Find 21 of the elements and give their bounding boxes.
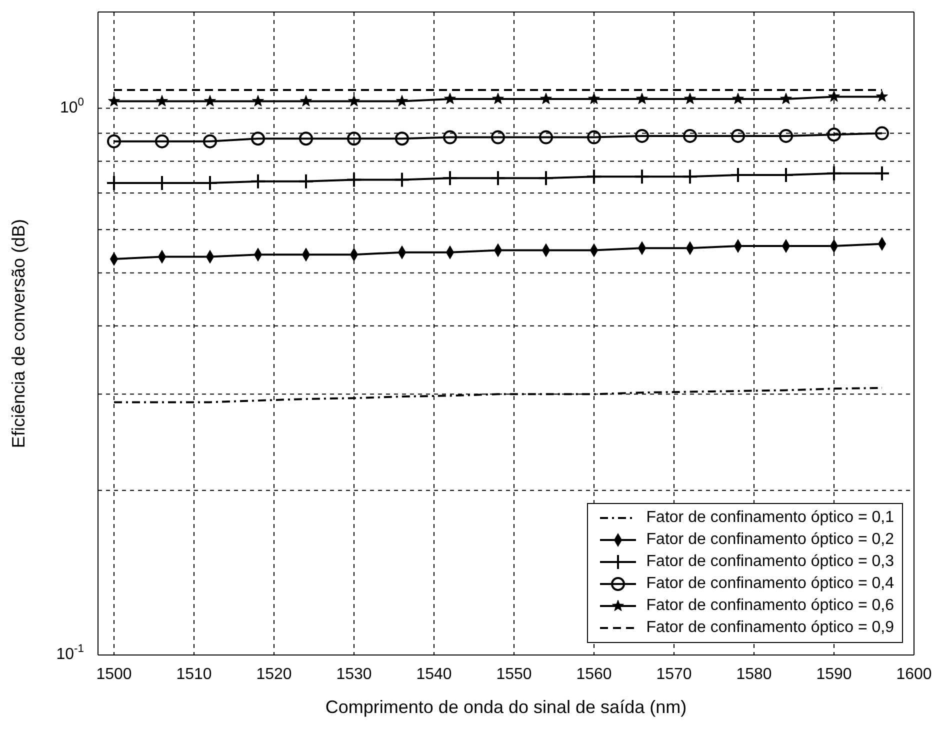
legend-label: Fator de confinamento óptico = 0,1 xyxy=(646,509,894,527)
x-tick-label: 1540 xyxy=(416,666,452,684)
x-axis-title: Comprimento de onda do sinal de saída (nm) xyxy=(325,697,687,717)
y-tick-label: 10$^{-1}$ xyxy=(56,642,84,664)
x-tick-label: 1570 xyxy=(656,666,692,684)
x-tick-label: 1550 xyxy=(496,666,532,684)
legend-label: Fator de confinamento óptico = 0,2 xyxy=(646,531,894,549)
y-tick-label: 10$^{0}$ xyxy=(60,96,84,117)
x-tick-label: 1600 xyxy=(896,666,932,684)
y-axis-title: Eficiência de conversão (dB) xyxy=(8,218,28,448)
legend-label: Fator de confinamento óptico = 0,4 xyxy=(646,575,894,593)
x-tick-label: 1500 xyxy=(96,666,132,684)
x-tick-label: 1580 xyxy=(736,666,772,684)
x-tick-label: 1520 xyxy=(256,666,292,684)
x-tick-label: 1530 xyxy=(336,666,372,684)
x-tick-label: 1510 xyxy=(176,666,212,684)
legend-label: Fator de confinamento óptico = 0,9 xyxy=(646,619,894,637)
x-tick-label: 1590 xyxy=(816,666,852,684)
legend-label: Fator de confinamento óptico = 0,6 xyxy=(646,597,894,615)
x-tick-label: 1560 xyxy=(576,666,612,684)
legend-label: Fator de confinamento óptico = 0,3 xyxy=(646,553,894,571)
